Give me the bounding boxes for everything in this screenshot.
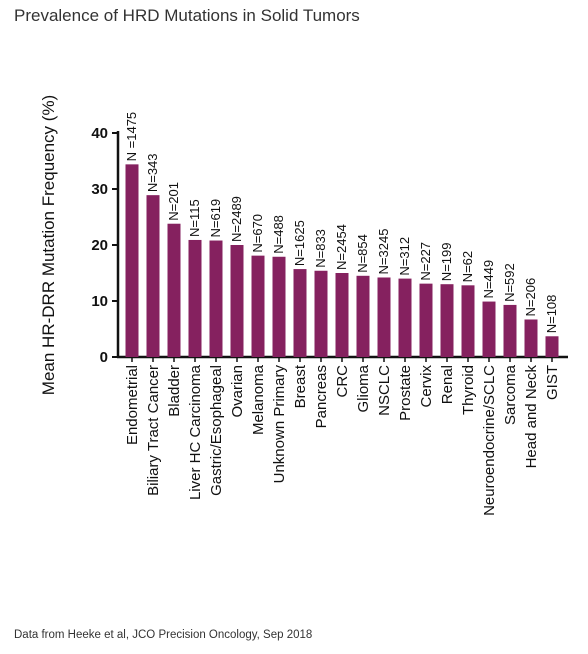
bar (545, 336, 559, 357)
bar (335, 273, 349, 357)
sample-size-label: N=108 (544, 295, 559, 334)
sample-size-label: N=199 (439, 243, 454, 282)
category-label: NSCLC (376, 365, 393, 416)
bar (419, 283, 433, 357)
bar (230, 245, 244, 357)
category-label: Thyroid (460, 365, 477, 415)
x-axis-labels: Endometrial Biliary Tract Cancer Bladder Li… (124, 357, 561, 516)
y-axis-title: Mean HR-DRR Mutation Frequency (%) (39, 95, 58, 395)
sample-size-label: N=62 (460, 251, 475, 282)
category-label: Liver HC Carcinoma (187, 364, 204, 500)
category-label: GIST (544, 365, 561, 400)
y-tick-label: 10 (91, 293, 108, 310)
sample-size-label: N=115 (187, 199, 202, 237)
sample-size-label: N=449 (481, 260, 496, 299)
sample-size-label: N=833 (313, 229, 328, 268)
sample-size-label: N=312 (397, 237, 412, 276)
sample-size-labels: N =1475 N=343 N=201 N=115 N=619 N=2489 N=670 N=… (124, 112, 559, 333)
bar (524, 319, 538, 357)
bar (293, 269, 307, 357)
sample-size-label: N=2454 (334, 224, 349, 270)
category-label: Endometrial (124, 365, 141, 445)
sample-size-label: N=854 (355, 234, 370, 273)
bar (377, 277, 391, 357)
sample-size-label: N=1625 (292, 220, 307, 266)
y-tick-label: 20 (91, 237, 108, 254)
category-label: Renal (439, 365, 456, 404)
sample-size-label: N=3245 (376, 229, 391, 275)
category-label: Bladder (166, 365, 183, 417)
category-label: Melanoma (250, 364, 267, 435)
bar (356, 275, 370, 357)
y-tick-label: 40 (91, 125, 108, 142)
y-tick-label: 30 (91, 181, 108, 198)
bar (314, 270, 328, 357)
bar (125, 164, 139, 357)
y-axis: 0 10 20 30 40 (91, 125, 568, 366)
category-label: Biliary Tract Cancer (145, 365, 162, 496)
sample-size-label: N=206 (523, 278, 538, 317)
bar (251, 255, 265, 357)
bar (146, 195, 160, 357)
category-label: Sarcoma (502, 364, 519, 425)
sample-size-label: N=619 (208, 199, 223, 238)
page-title: Prevalence of HRD Mutations in Solid Tum… (14, 6, 360, 25)
bar (272, 256, 286, 357)
sample-size-label: N =1475 (124, 112, 139, 162)
bars (125, 164, 559, 357)
bar (440, 284, 454, 357)
category-label: Cervix (418, 365, 435, 408)
category-label: Glioma (355, 364, 372, 412)
category-label: Gastric/Esophageal (208, 365, 225, 496)
category-label: CRC (334, 365, 351, 398)
sample-size-label: N=343 (145, 153, 160, 192)
category-label: Neuroendocrine/SCLC (481, 365, 498, 516)
bar (188, 239, 202, 357)
sample-size-label: N=201 (166, 182, 181, 221)
bar (503, 304, 517, 357)
bar (461, 285, 475, 357)
category-label: Head and Neck (523, 365, 540, 469)
category-label: Prostate (397, 365, 414, 421)
bar (167, 223, 181, 357)
sample-size-label: N=488 (271, 215, 286, 254)
bar (482, 301, 496, 357)
sample-size-label: N=2489 (229, 196, 244, 242)
category-label: Breast (292, 364, 309, 408)
category-label: Ovarian (229, 365, 246, 418)
sample-size-label: N=227 (418, 242, 433, 281)
source-note: Data from Heeke et al, JCO Precision Onc… (14, 629, 313, 641)
bar (209, 240, 223, 357)
sample-size-label: N=592 (502, 263, 517, 302)
sample-size-label: N=670 (250, 214, 265, 253)
bar (398, 278, 412, 357)
y-tick-label: 0 (100, 349, 108, 366)
category-label: Pancreas (313, 365, 330, 428)
category-label: Unknown Primary (271, 365, 288, 484)
